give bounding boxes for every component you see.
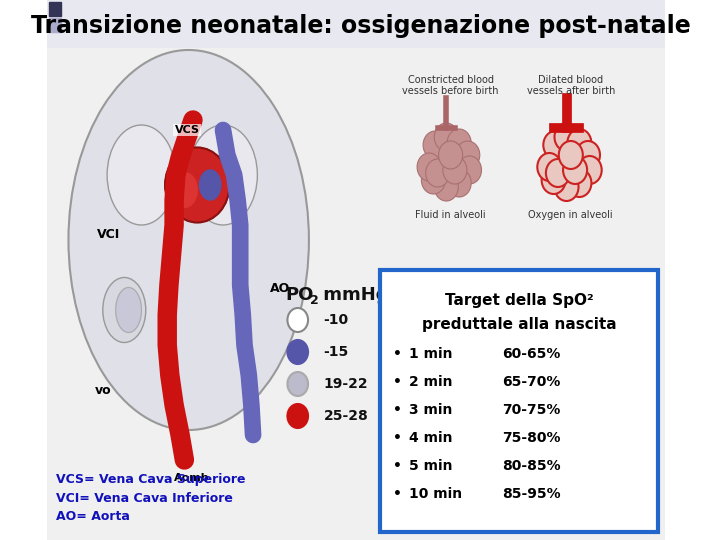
Text: •: • bbox=[393, 431, 402, 445]
Bar bbox=[49, 2, 60, 16]
Text: VCS= Vena Cava Superiore: VCS= Vena Cava Superiore bbox=[55, 474, 245, 487]
Text: vo: vo bbox=[94, 383, 111, 396]
Ellipse shape bbox=[165, 147, 230, 222]
Text: •: • bbox=[393, 487, 402, 501]
Text: 60-65%: 60-65% bbox=[502, 347, 560, 361]
Text: Constricted blood: Constricted blood bbox=[408, 75, 494, 85]
Text: 4 min: 4 min bbox=[410, 431, 453, 445]
Text: 70-75%: 70-75% bbox=[502, 403, 560, 417]
Circle shape bbox=[457, 156, 482, 184]
Ellipse shape bbox=[116, 287, 141, 333]
Circle shape bbox=[287, 340, 308, 364]
Circle shape bbox=[417, 153, 441, 181]
Circle shape bbox=[456, 141, 480, 169]
Text: -15: -15 bbox=[323, 345, 348, 359]
Circle shape bbox=[544, 131, 567, 159]
Text: AO: AO bbox=[271, 281, 291, 294]
Ellipse shape bbox=[103, 278, 145, 342]
Text: 85-95%: 85-95% bbox=[502, 487, 561, 501]
Circle shape bbox=[537, 153, 562, 181]
Text: Dilated blood: Dilated blood bbox=[539, 75, 603, 85]
Ellipse shape bbox=[107, 125, 176, 225]
Ellipse shape bbox=[68, 50, 309, 430]
Text: 25-28: 25-28 bbox=[323, 409, 368, 423]
Text: 1 min: 1 min bbox=[410, 347, 453, 361]
Ellipse shape bbox=[199, 170, 221, 200]
Circle shape bbox=[287, 404, 308, 428]
Text: •: • bbox=[393, 403, 402, 417]
Text: 80-85%: 80-85% bbox=[502, 459, 561, 473]
Text: 2: 2 bbox=[310, 294, 318, 307]
Circle shape bbox=[287, 308, 308, 332]
Circle shape bbox=[576, 141, 600, 169]
Text: •: • bbox=[393, 347, 402, 361]
Circle shape bbox=[434, 173, 459, 201]
Text: Transizione neonatale: ossigenazione post-natale: Transizione neonatale: ossigenazione pos… bbox=[30, 14, 690, 38]
Circle shape bbox=[554, 123, 579, 151]
Ellipse shape bbox=[189, 125, 257, 225]
Text: 2 min: 2 min bbox=[410, 375, 453, 389]
Circle shape bbox=[567, 129, 591, 157]
Circle shape bbox=[423, 131, 447, 159]
Circle shape bbox=[554, 173, 579, 201]
Text: Oxygen in alveoli: Oxygen in alveoli bbox=[528, 210, 613, 220]
Circle shape bbox=[434, 123, 459, 151]
Text: VCI= Vena Cava Inferiore: VCI= Vena Cava Inferiore bbox=[55, 491, 233, 504]
Text: preduttale alla nascita: preduttale alla nascita bbox=[422, 316, 616, 332]
Text: -10: -10 bbox=[323, 313, 348, 327]
Text: vessels after birth: vessels after birth bbox=[526, 86, 615, 96]
Text: Target della SpO²: Target della SpO² bbox=[445, 293, 593, 307]
Circle shape bbox=[541, 166, 566, 194]
Text: Fluid in alveoli: Fluid in alveoli bbox=[415, 210, 486, 220]
Text: 19-22: 19-22 bbox=[323, 377, 368, 391]
Bar bbox=[47, 0, 665, 48]
Circle shape bbox=[559, 141, 582, 169]
Circle shape bbox=[567, 169, 591, 197]
Text: Aomb: Aomb bbox=[174, 473, 209, 483]
Text: PO: PO bbox=[286, 286, 314, 304]
FancyBboxPatch shape bbox=[380, 270, 658, 532]
Text: AO= Aorta: AO= Aorta bbox=[55, 510, 130, 523]
Text: 10 min: 10 min bbox=[410, 487, 462, 501]
Circle shape bbox=[447, 169, 471, 197]
Circle shape bbox=[546, 159, 570, 187]
Text: •: • bbox=[393, 459, 402, 473]
Circle shape bbox=[426, 159, 450, 187]
Text: 3 min: 3 min bbox=[410, 403, 453, 417]
Bar bbox=[49, 18, 60, 32]
Circle shape bbox=[443, 156, 467, 184]
Circle shape bbox=[577, 156, 602, 184]
Text: VCI: VCI bbox=[97, 228, 120, 241]
Text: mmHg: mmHg bbox=[317, 286, 388, 304]
Text: 65-70%: 65-70% bbox=[502, 375, 560, 389]
Circle shape bbox=[563, 156, 587, 184]
Text: 75-80%: 75-80% bbox=[502, 431, 561, 445]
Text: •: • bbox=[393, 375, 402, 389]
Text: 5 min: 5 min bbox=[410, 459, 453, 473]
Circle shape bbox=[447, 129, 471, 157]
Circle shape bbox=[287, 372, 308, 396]
Text: VCS: VCS bbox=[174, 125, 199, 135]
Text: vessels before birth: vessels before birth bbox=[402, 86, 499, 96]
Circle shape bbox=[438, 141, 463, 169]
Circle shape bbox=[421, 166, 446, 194]
Ellipse shape bbox=[171, 172, 197, 207]
